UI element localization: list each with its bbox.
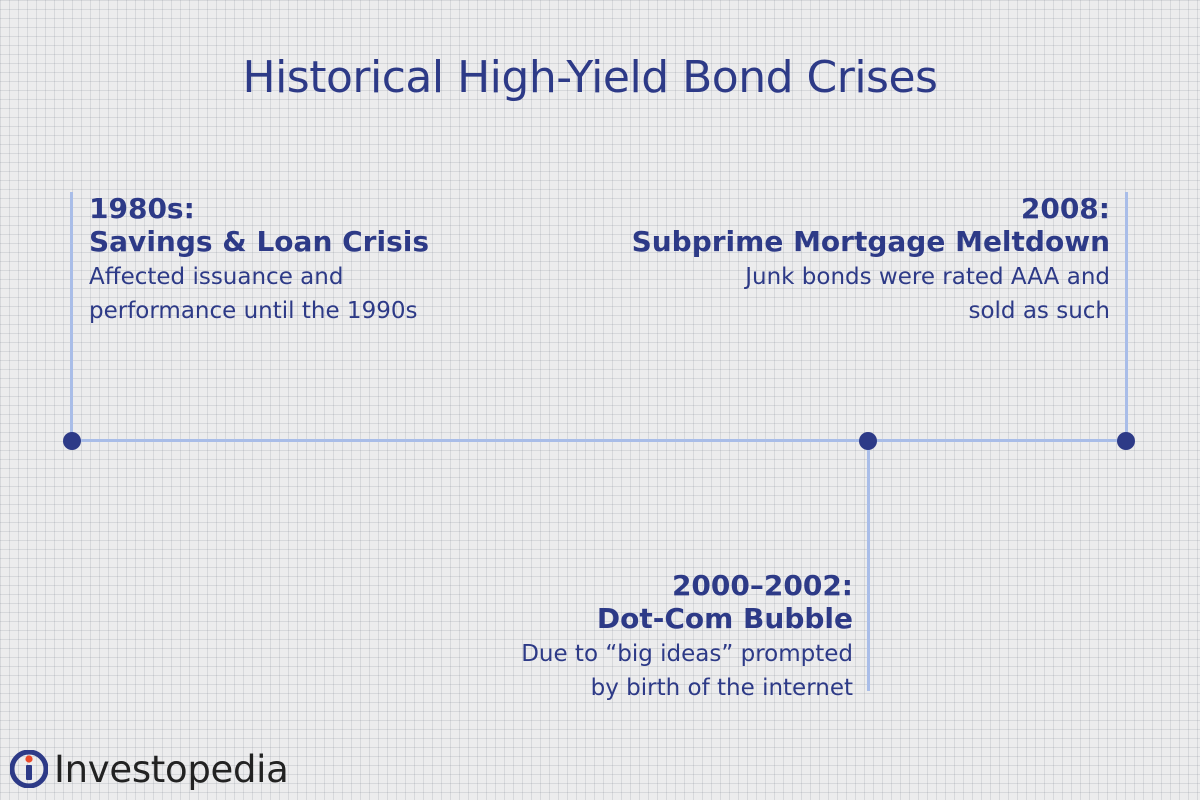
event-name: Subprime Mortgage Meltdown: [631, 225, 1110, 258]
event-name: Dot-Com Bubble: [596, 602, 853, 635]
page-title: Historical High-Yield Bond Crises: [242, 52, 938, 103]
event-description-line: performance until the 1990s: [89, 298, 418, 324]
connector-2008: [1125, 192, 1128, 441]
timeline-dot-1980s: [63, 432, 81, 450]
event-description-line: sold as such: [968, 298, 1110, 324]
investopedia-logo-icon: [10, 750, 48, 788]
event-description: Junk bonds were rated AAA and sold as su…: [632, 260, 1110, 328]
connector-2000-2002: [867, 441, 870, 691]
investopedia-logo: Investopedia: [10, 744, 289, 794]
event-description: Affected issuance and performance until …: [89, 260, 429, 328]
event-2008: 2008: Subprime Mortgage Meltdown Junk bo…: [632, 192, 1110, 328]
timeline-dot-2008: [1117, 432, 1135, 450]
timeline-dot-2000-2002: [859, 432, 877, 450]
event-description-line: Affected issuance and: [89, 264, 344, 290]
event-description: Due to “big ideas” prompted by birth of …: [521, 637, 853, 705]
event-1980s: 1980s: Savings & Loan Crisis Affected is…: [89, 192, 429, 328]
event-name: Savings & Loan Crisis: [89, 225, 430, 258]
event-description-line: Due to “big ideas” prompted: [521, 641, 853, 667]
event-2000-2002: 2000–2002: Dot-Com Bubble Due to “big id…: [521, 569, 853, 705]
event-date: 2000–2002:: [671, 569, 853, 602]
event-date: 2008:: [1020, 192, 1110, 225]
event-date: 1980s:: [89, 192, 195, 225]
connector-1980s: [70, 192, 73, 441]
timeline-axis: [72, 439, 1126, 442]
event-description-line: Junk bonds were rated AAA and: [745, 264, 1110, 290]
event-description-line: by birth of the internet: [590, 675, 853, 701]
logo-wordmark: Investopedia: [54, 747, 289, 791]
